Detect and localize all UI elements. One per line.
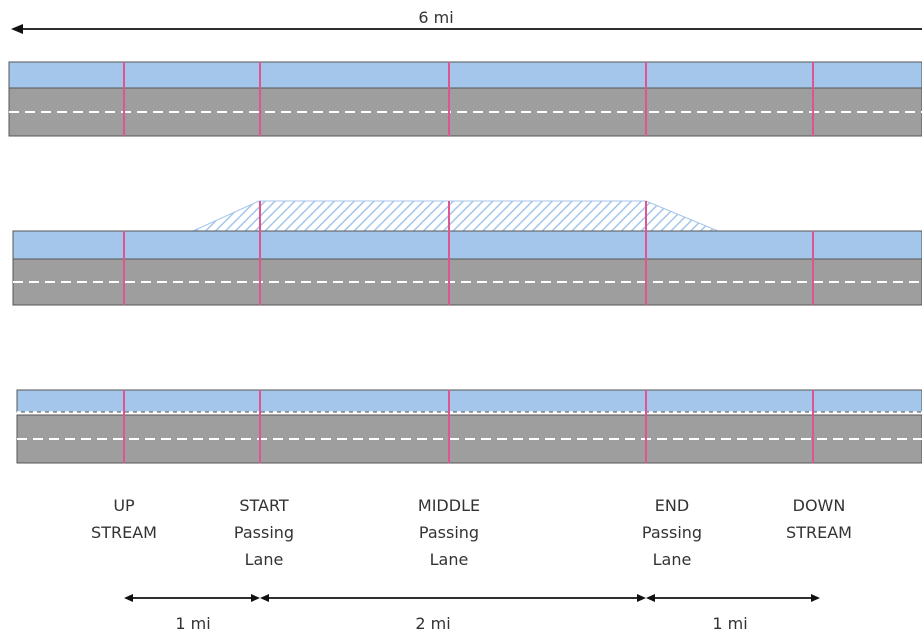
section-label-middle: MIDDLE Passing Lane: [418, 492, 480, 573]
section-label-downstream: DOWN STREAM: [786, 492, 852, 546]
total-distance-label: 6 mi: [418, 8, 454, 27]
section-label-line: Passing: [641, 523, 703, 542]
section-label-line: START: [239, 496, 289, 515]
section-markers: [123, 62, 814, 463]
section-label-line: STREAM: [91, 523, 157, 542]
section-label-end: END Passing Lane: [642, 492, 702, 573]
segment-label-start-end: 2 mi: [415, 614, 451, 633]
section-label-line: Passing: [233, 523, 295, 542]
section-label-line: UP: [113, 496, 135, 515]
passing-lane-taper: [192, 200, 719, 232]
road-baseline: [8, 61, 922, 137]
road-with-extra-lane: [16, 389, 922, 464]
shoulder-lane: [16, 389, 922, 413]
section-label-line: STREAM: [786, 523, 852, 542]
section-label-line: DOWN: [792, 496, 846, 515]
total-distance-arrow: [11, 24, 922, 34]
section-label-line: MIDDLE: [417, 496, 481, 515]
segment-label-end-downstream: 1 mi: [712, 614, 748, 633]
section-label-line: Lane: [652, 550, 692, 569]
segment-label-upstream-start: 1 mi: [175, 614, 211, 633]
section-label-start: START Passing Lane: [234, 492, 294, 573]
shoulder-lane: [12, 230, 922, 260]
section-label-line: END: [654, 496, 690, 515]
shoulder-lane: [8, 61, 922, 89]
road-passing-lane: [12, 200, 922, 306]
section-label-line: Lane: [244, 550, 284, 569]
section-label-line: Lane: [429, 550, 469, 569]
segment-arrows: [124, 594, 820, 602]
section-label-line: Passing: [418, 523, 480, 542]
section-label-upstream: UP STREAM: [91, 492, 157, 546]
